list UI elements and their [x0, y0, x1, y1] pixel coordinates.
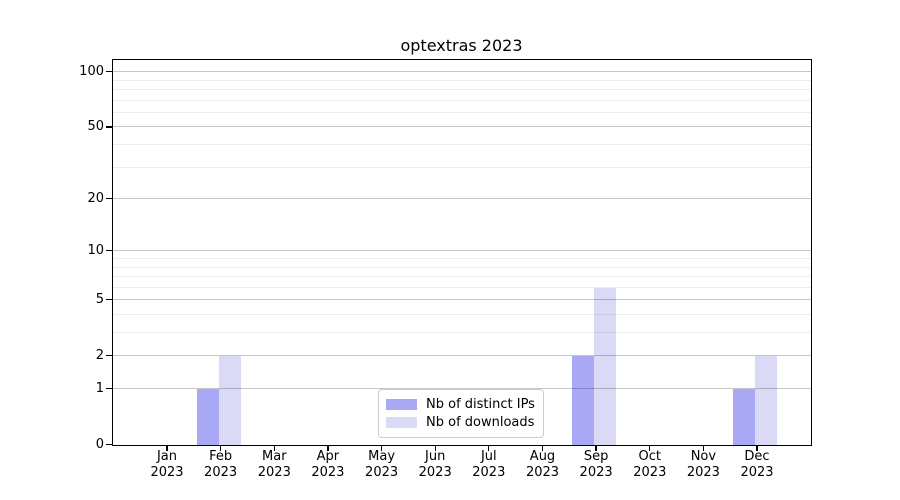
legend-item-distinct-ips: Nb of distinct IPs [386, 395, 535, 414]
y-tick-label: 10 [87, 242, 104, 258]
y-tick-label: 5 [95, 291, 104, 307]
gridline-major [113, 198, 811, 200]
x-tick-mark [434, 446, 436, 451]
gridline-major [113, 250, 811, 252]
x-tick-mark [702, 446, 705, 451]
y-tick-mark [106, 71, 112, 73]
gridline-minor [113, 111, 811, 113]
gridline-minor [113, 314, 811, 315]
gridline-minor [113, 99, 811, 101]
gridline-major [113, 71, 811, 73]
legend-swatch-downloads-icon [386, 417, 417, 429]
x-tick-label: Apr 2023 [311, 449, 345, 480]
x-tick-mark [380, 446, 383, 451]
gridline-major [113, 355, 811, 357]
gridline-minor [113, 79, 811, 81]
bar-downloads-feb-2023 [218, 356, 241, 445]
x-tick-mark [595, 446, 597, 451]
bar-distinct-ips-feb-2023 [196, 389, 219, 445]
bar-downloads-sep-2023 [594, 287, 617, 445]
x-tick-mark [327, 446, 329, 451]
gridline-major [113, 126, 811, 128]
y-tick-mark [106, 126, 112, 128]
gridline-minor [113, 332, 811, 333]
x-tick-mark [649, 446, 651, 451]
x-tick-mark [756, 446, 758, 451]
bar-distinct-ips-dec-2023 [733, 389, 756, 445]
gridline-minor [113, 258, 811, 259]
legend: Nb of distinct IPs Nb of downloads [378, 389, 544, 438]
x-tick-label: Nov 2023 [686, 449, 720, 480]
x-tick-mark [219, 446, 222, 451]
legend-label-downloads: Nb of downloads [426, 415, 535, 431]
x-tick-label: Sep 2023 [579, 449, 613, 480]
legend-label-distinct-ips: Nb of distinct IPs [426, 396, 535, 412]
x-tick-label: Jul 2023 [472, 449, 506, 480]
x-tick-label: Oct 2023 [633, 449, 667, 480]
x-tick-label: Jan 2023 [150, 449, 184, 480]
bar-downloads-dec-2023 [755, 356, 778, 445]
y-tick-mark [106, 299, 112, 301]
y-tick-label: 100 [79, 63, 104, 79]
x-tick-label: Jun 2023 [418, 449, 452, 480]
x-tick-mark [541, 446, 544, 451]
y-tick-label: 2 [95, 347, 104, 363]
y-tick-mark [106, 355, 112, 357]
y-tick-label: 50 [87, 118, 104, 134]
x-tick-mark [273, 446, 275, 451]
gridline-minor [113, 166, 811, 168]
x-tick-label: Feb 2023 [204, 449, 238, 480]
legend-swatch-distinct-ips-icon [386, 398, 417, 410]
legend-item-downloads: Nb of downloads [386, 414, 535, 433]
x-tick-label: Dec 2023 [740, 449, 774, 480]
x-tick-mark [488, 446, 490, 451]
gridline-major [113, 299, 811, 301]
y-tick-mark [106, 387, 112, 390]
gridline-major [113, 388, 811, 389]
x-tick-label: May 2023 [365, 449, 399, 480]
gridline-minor [113, 276, 811, 277]
plot-area [112, 59, 812, 446]
y-tick-mark [106, 197, 112, 200]
y-tick-label: 20 [87, 190, 104, 206]
gridline-minor [113, 89, 811, 90]
bar-distinct-ips-sep-2023 [572, 356, 595, 445]
x-tick-label: Aug 2023 [525, 449, 560, 480]
x-tick-label: Mar 2023 [257, 449, 291, 480]
y-tick-label: 0 [95, 436, 104, 452]
gridline-minor [113, 144, 811, 145]
gridline-minor [113, 266, 811, 268]
y-tick-mark [106, 443, 112, 446]
chart-title: optextras 2023 [400, 36, 523, 55]
y-tick-label: 1 [95, 380, 104, 396]
gridline-minor [113, 286, 811, 288]
x-tick-mark [166, 446, 168, 451]
y-tick-mark [106, 250, 112, 252]
